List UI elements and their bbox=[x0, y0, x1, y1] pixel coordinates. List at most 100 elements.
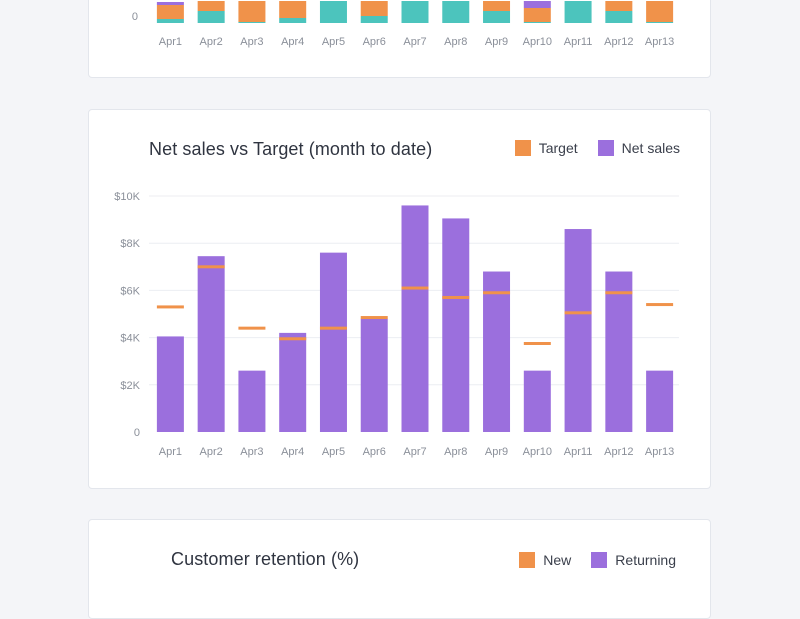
target-marker bbox=[564, 311, 592, 315]
x-tick-label: Apr3 bbox=[240, 446, 263, 458]
target-marker bbox=[156, 305, 184, 309]
top-stacked-bar-chart: 0 Apr1 Apr2 Apr3 Apr4 Apr5 Apr6 Apr7 Apr8 Apr9 Apr… bbox=[132, 1, 674, 48]
net-sales-bar bbox=[401, 205, 429, 432]
x-tick-label: Apr6 bbox=[363, 446, 386, 458]
target-marker bbox=[360, 316, 388, 320]
net-sales-bar bbox=[564, 229, 592, 432]
top-chart-card: 0 Apr1 Apr2 Apr3 Apr4 Apr5 Apr6 Apr7 Apr8 Apr9 Apr… bbox=[88, 0, 711, 78]
net-sales-bar bbox=[156, 336, 184, 432]
stacked-bar-segment bbox=[564, 1, 592, 23]
target-marker bbox=[483, 291, 511, 295]
x-tick-label: Apr1 bbox=[159, 36, 182, 48]
stacked-bar-segment bbox=[360, 1, 388, 16]
y-tick-label: 0 bbox=[134, 427, 140, 439]
customer-retention-title: Customer retention (%) bbox=[171, 549, 360, 569]
x-tick-label: Apr11 bbox=[564, 36, 593, 48]
stacked-bar-segment bbox=[360, 16, 388, 23]
x-tick-label: Apr10 bbox=[523, 36, 552, 48]
stacked-bar-segment bbox=[319, 1, 347, 23]
legend-label-returning: Returning bbox=[615, 552, 676, 568]
x-tick-label: Apr7 bbox=[403, 446, 426, 458]
x-tick-label: Apr12 bbox=[604, 446, 633, 458]
target-marker bbox=[523, 342, 551, 345]
x-tick-label: Apr13 bbox=[645, 36, 674, 48]
net-sales-bar-chart: 0 $2K $4K $6K $8K $10K Apr1 Apr2 Apr3 Apr4 Apr5 Apr… bbox=[114, 191, 679, 458]
x-tick-label: Apr4 bbox=[281, 36, 304, 48]
y-tick-label: $8K bbox=[120, 238, 140, 250]
x-tick-label: Apr1 bbox=[159, 446, 182, 458]
legend-label-new: New bbox=[543, 552, 572, 568]
y-tick-label: 0 bbox=[132, 11, 138, 23]
net-sales-legend: Target Net sales bbox=[495, 140, 680, 156]
y-tick-label: $6K bbox=[120, 285, 140, 297]
target-marker bbox=[646, 303, 674, 307]
stacked-bar-segment bbox=[523, 22, 551, 23]
stacked-bar-segment bbox=[523, 1, 551, 8]
x-tick-label: Apr4 bbox=[281, 446, 304, 458]
target-marker bbox=[238, 326, 266, 330]
x-tick-label: Apr3 bbox=[240, 36, 263, 48]
stacked-bar-segment bbox=[523, 8, 551, 22]
stacked-bar-segment bbox=[442, 1, 470, 23]
stacked-bar-segment bbox=[401, 1, 429, 23]
net-sales-bar bbox=[523, 370, 551, 432]
net-sales-chart-card: Net sales vs Target (month to date) Targ… bbox=[88, 109, 711, 489]
x-tick-label: Apr9 bbox=[485, 36, 508, 48]
returning-swatch bbox=[591, 552, 608, 568]
stacked-bar-segment bbox=[197, 11, 225, 23]
net-sales-bar bbox=[238, 370, 266, 432]
legend-label-net-sales: Net sales bbox=[621, 140, 680, 156]
legend-item-new: New bbox=[519, 552, 571, 568]
net-sales-chart-title: Net sales vs Target (month to date) bbox=[149, 139, 433, 159]
x-tick-label: Apr6 bbox=[363, 36, 386, 48]
net-sales-bar bbox=[279, 332, 307, 432]
x-tick-label: Apr2 bbox=[200, 36, 223, 48]
stacked-bar-segment bbox=[238, 22, 266, 23]
net-sales-bar bbox=[483, 271, 511, 432]
stacked-bar-segment bbox=[197, 1, 225, 11]
stacked-bar-segment bbox=[483, 11, 511, 23]
target-marker bbox=[319, 326, 347, 330]
stacked-bar-segment bbox=[646, 22, 674, 23]
net-sales-bar bbox=[360, 318, 388, 432]
net-sales-bar bbox=[442, 218, 470, 432]
stacked-bar-segment bbox=[605, 1, 633, 11]
x-tick-label: Apr13 bbox=[645, 446, 674, 458]
stacked-bar-segment bbox=[279, 1, 307, 18]
net-sales-swatch bbox=[597, 140, 614, 156]
legend-item-net-sales: Net sales bbox=[597, 140, 680, 156]
stacked-bar-segment bbox=[646, 1, 674, 22]
legend-item-returning: Returning bbox=[591, 552, 676, 568]
x-tick-label: Apr10 bbox=[523, 446, 552, 458]
net-sales-bar bbox=[319, 252, 347, 432]
x-tick-label: Apr12 bbox=[604, 36, 633, 48]
x-tick-label: Apr8 bbox=[444, 36, 467, 48]
stacked-bar-segment bbox=[279, 18, 307, 23]
net-sales-bar bbox=[197, 256, 225, 432]
x-tick-label: Apr8 bbox=[444, 446, 467, 458]
target-marker bbox=[279, 337, 307, 341]
stacked-bar-segment bbox=[156, 19, 184, 23]
target-marker bbox=[401, 286, 429, 290]
x-tick-label: Apr11 bbox=[564, 446, 593, 458]
stacked-bar-segment bbox=[156, 2, 184, 5]
stacked-bar-segment bbox=[238, 1, 266, 22]
y-tick-label: $2K bbox=[120, 380, 140, 392]
net-sales-bar bbox=[605, 271, 633, 432]
customer-retention-card: Customer retention (%) New Returning bbox=[88, 519, 711, 619]
y-tick-label: $4K bbox=[120, 333, 140, 345]
target-marker bbox=[605, 291, 633, 295]
legend-label-target: Target bbox=[538, 140, 578, 156]
y-tick-label: $10K bbox=[114, 191, 140, 203]
x-tick-label: Apr2 bbox=[200, 446, 223, 458]
legend-item-target: Target bbox=[514, 140, 578, 156]
net-sales-bar bbox=[646, 370, 674, 432]
stacked-bar-segment bbox=[483, 1, 511, 11]
x-tick-label: Apr7 bbox=[403, 36, 426, 48]
stacked-bar-segment bbox=[605, 11, 633, 23]
stacked-bar-segment bbox=[156, 5, 184, 19]
x-tick-label: Apr9 bbox=[485, 446, 508, 458]
new-swatch bbox=[519, 552, 536, 568]
customer-retention-legend: New Returning bbox=[499, 552, 676, 568]
target-marker bbox=[197, 265, 225, 269]
